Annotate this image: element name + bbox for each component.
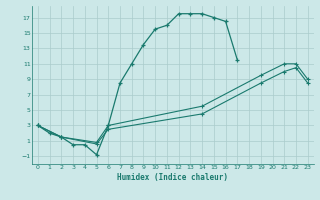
X-axis label: Humidex (Indice chaleur): Humidex (Indice chaleur): [117, 173, 228, 182]
